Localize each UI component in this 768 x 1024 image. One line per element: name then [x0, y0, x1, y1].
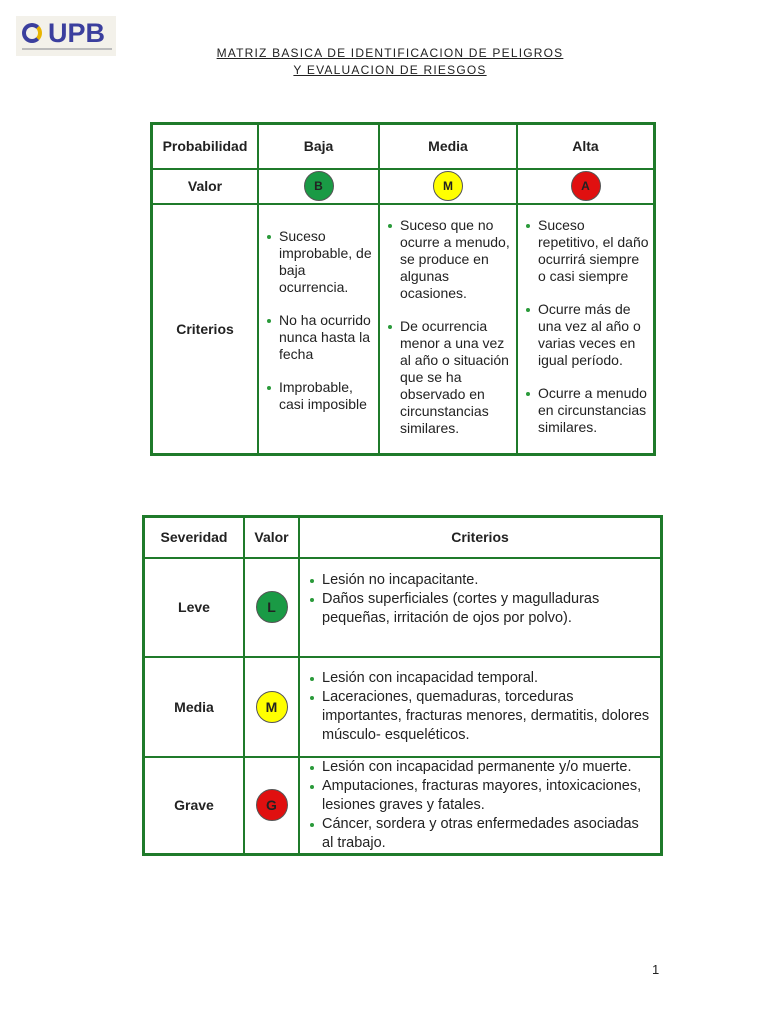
value-badge-b: B	[303, 171, 334, 201]
criteria-media: Suceso que no ocurre a menudo, se produc…	[384, 217, 512, 437]
criterion: Laceraciones, quemaduras, torceduras imp…	[310, 688, 652, 745]
value-badge-g: G	[255, 789, 288, 821]
logo-text: UPB	[48, 18, 106, 48]
value-badge-a: A	[570, 171, 601, 201]
criterion: Improbable, casi imposible	[267, 379, 374, 413]
severity-row-leve: Leve L Lesión no incapacitante. Daños su…	[142, 556, 663, 658]
upb-logo: UPB	[16, 16, 116, 56]
criterion: Daños superficiales (cortes y magulladur…	[310, 590, 652, 628]
criterion: Ocurre a menudo en circunstancias simila…	[526, 385, 649, 436]
logo-mark-icon	[22, 23, 42, 43]
criterion: Amputaciones, fracturas mayores, intoxic…	[310, 777, 652, 815]
criterion: No ha ocurrido nunca hasta la fecha	[267, 312, 374, 363]
page-number: 1	[652, 962, 660, 977]
criterion: Cáncer, sordera y otras enfermedades aso…	[310, 815, 652, 853]
valor-label: Valor	[150, 167, 259, 205]
header-probabilidad: Probabilidad	[150, 122, 259, 170]
criterion: De ocurrencia menor a una vez al año o s…	[388, 318, 512, 437]
criterios-label: Criterios	[150, 202, 259, 455]
criterion: Lesión no incapacitante.	[310, 571, 652, 590]
title-line-2: Y EVALUACION DE RIESGOS	[293, 63, 487, 77]
header-baja: Baja	[257, 122, 380, 170]
header-valor: Valor	[243, 515, 300, 559]
severity-table: Severidad Valor Criterios Leve L Lesión …	[142, 515, 663, 856]
criterion: Lesión con incapacidad permanente y/o mu…	[310, 758, 652, 777]
severity-label: Media	[142, 655, 245, 758]
probability-table: Probabilidad Baja Media Alta Valor B M A…	[150, 122, 656, 456]
severity-row-grave: Grave G Lesión con incapacidad permanent…	[142, 755, 663, 855]
criterion: Lesión con incapacidad temporal.	[310, 669, 652, 688]
criteria-alta: Suceso repetitivo, el daño ocurrirá siem…	[522, 217, 649, 436]
header-media: Media	[378, 122, 518, 170]
criteria-baja: Suceso improbable, de baja ocurrencia. N…	[263, 228, 374, 413]
header-severidad: Severidad	[142, 515, 245, 559]
header-alta: Alta	[516, 122, 656, 170]
criterion: Ocurre más de una vez al año o varias ve…	[526, 301, 649, 369]
criterion: Suceso repetitivo, el daño ocurrirá siem…	[526, 216, 649, 284]
criterion: Suceso que no ocurre a menudo, se produc…	[388, 217, 512, 302]
header-criterios: Criterios	[298, 515, 663, 559]
value-badge-m: M	[433, 171, 463, 201]
criterion: Suceso improbable, de baja ocurrencia.	[267, 228, 374, 296]
severity-label: Grave	[142, 755, 245, 855]
value-badge-m: M	[255, 690, 288, 723]
severity-row-media: Media M Lesión con incapacidad temporal.…	[142, 655, 663, 758]
title-line-1: MATRIZ BASICA DE IDENTIFICACION DE PELIG…	[216, 46, 564, 60]
severity-label: Leve	[142, 556, 245, 658]
value-badge-l: L	[255, 591, 288, 623]
